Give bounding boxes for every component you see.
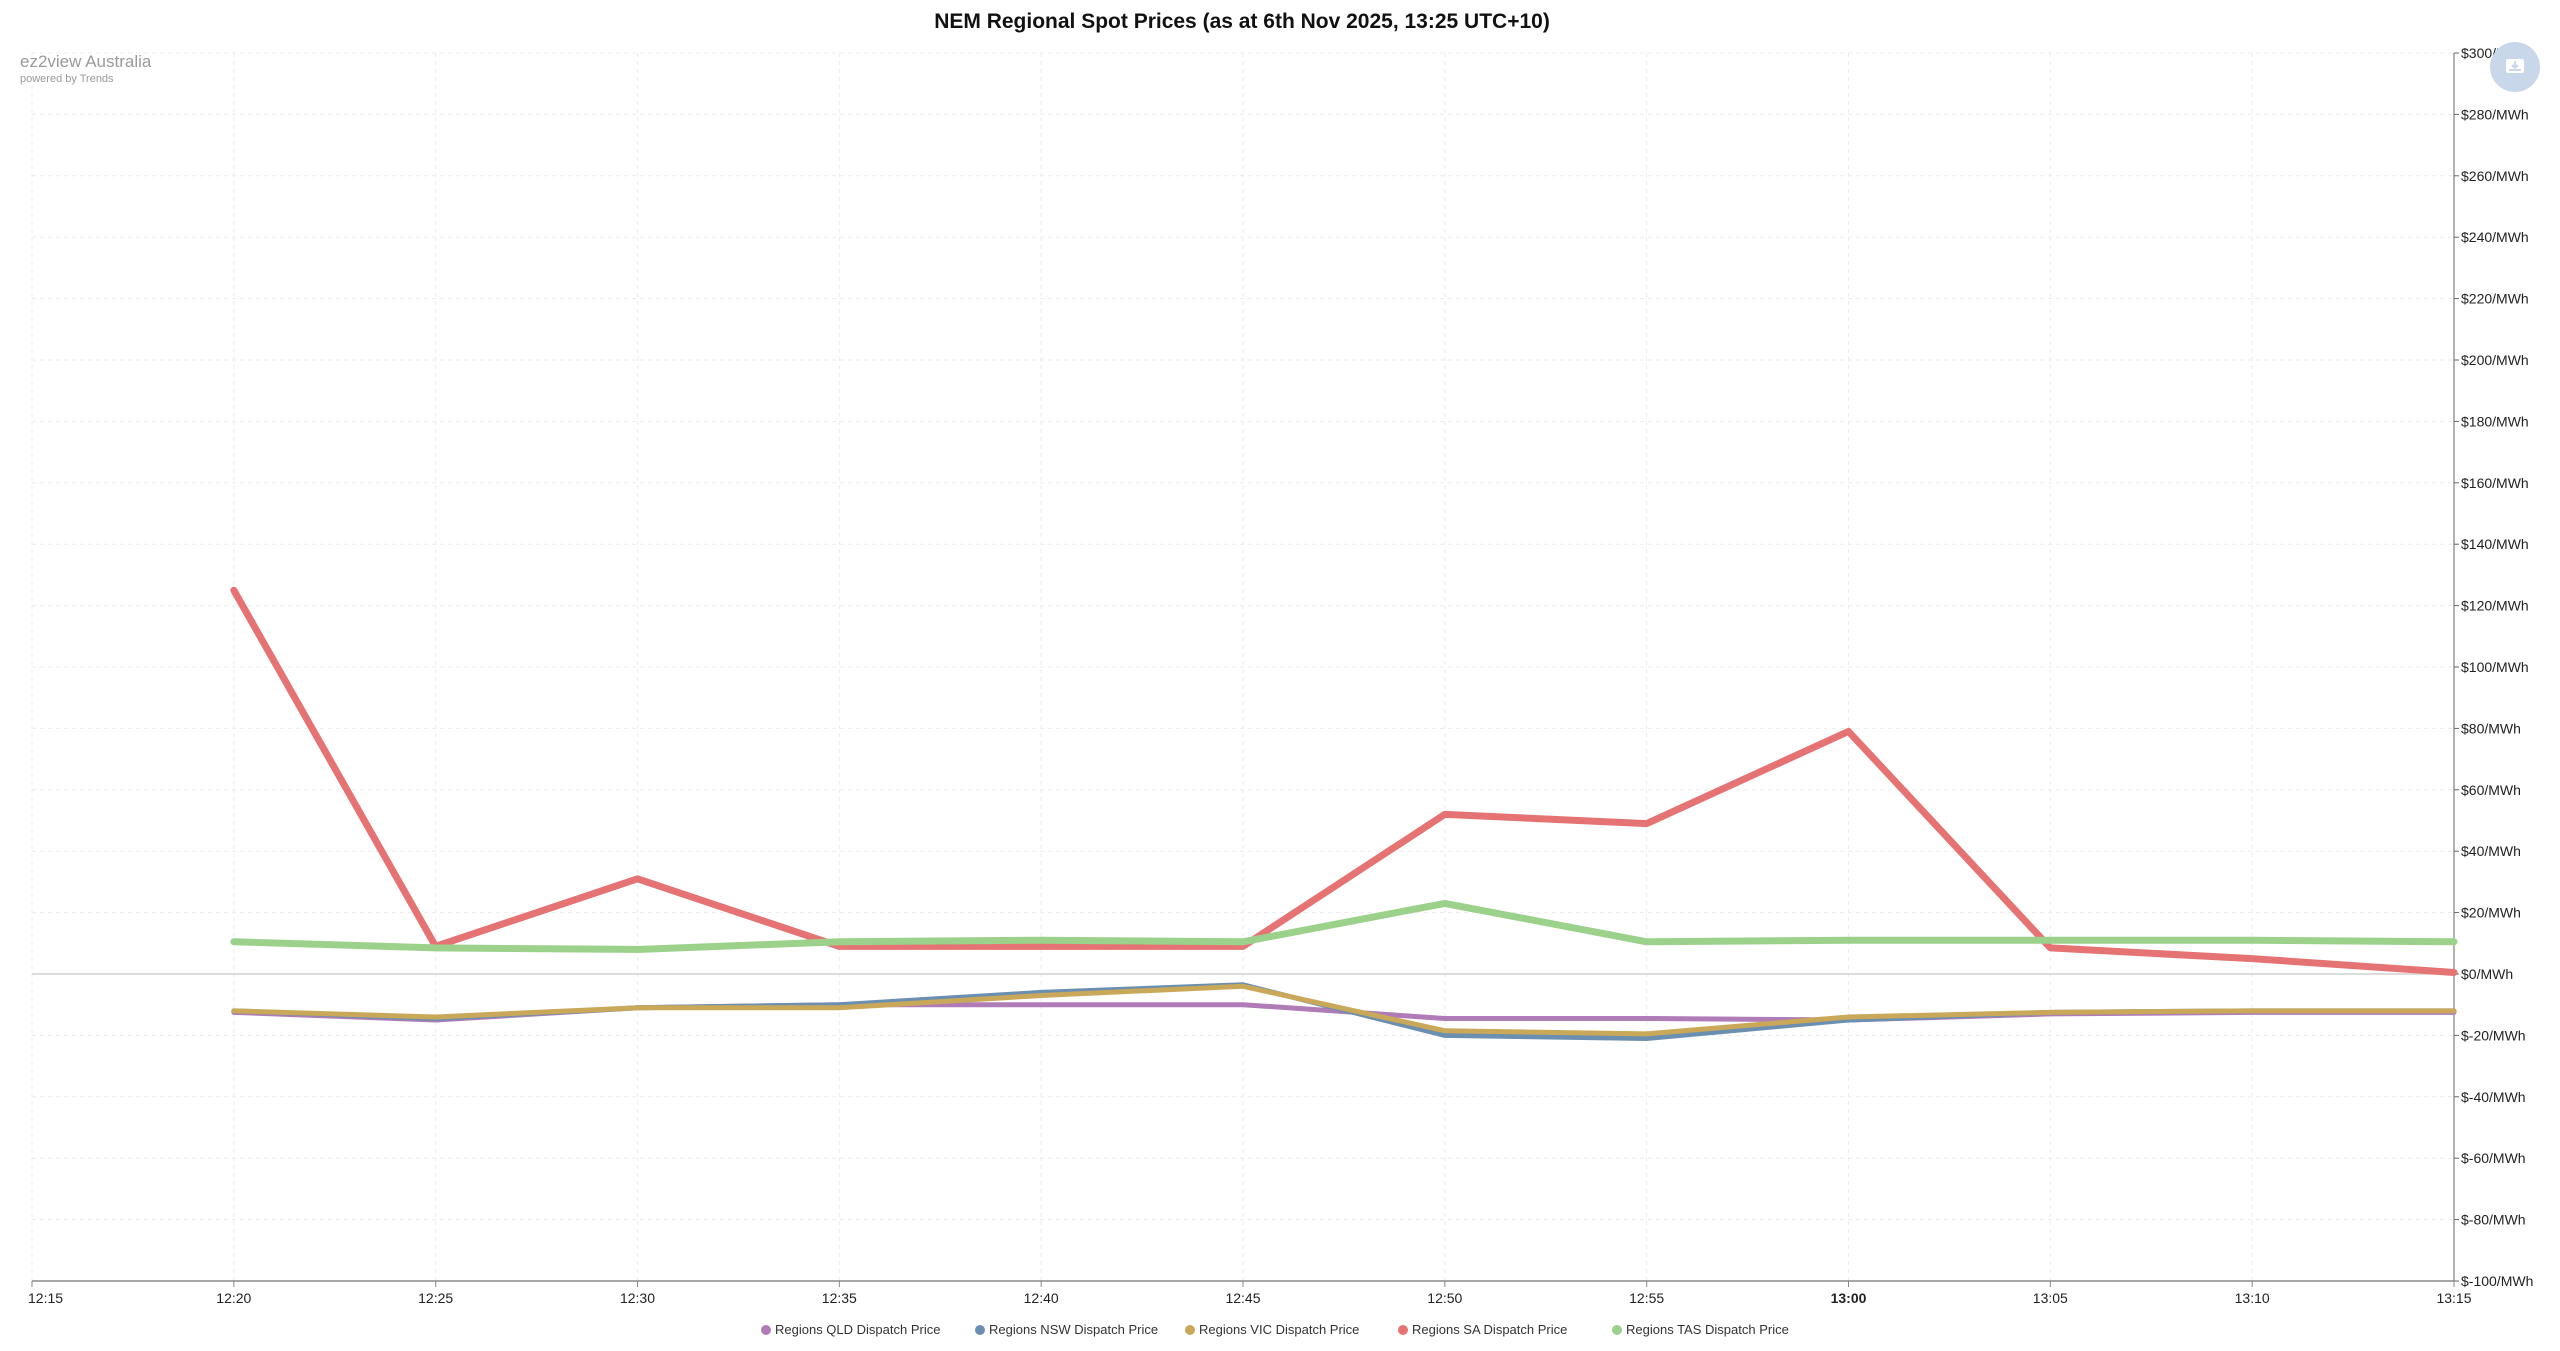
y-tick-label: $100/MWh <box>2461 659 2529 675</box>
y-tick-label: $20/MWh <box>2461 905 2521 921</box>
y-tick-label: $160/MWh <box>2461 475 2529 491</box>
legend-label: Regions NSW Dispatch Price <box>989 1322 1158 1337</box>
x-axis-ticks: 12:15 12:20 12:25 12:30 12:35 12:40 12:45 12:50… <box>28 1290 2472 1306</box>
y-tick-label: $220/MWh <box>2461 291 2529 307</box>
x-tick-label: 12:25 <box>418 1290 453 1306</box>
x-tick-label: 12:45 <box>1225 1290 1260 1306</box>
x-tick-label: 12:55 <box>1629 1290 1664 1306</box>
y-tick-label: $280/MWh <box>2461 106 2529 122</box>
x-tick-label: 12:50 <box>1427 1290 1462 1306</box>
y-tick-label: $-100/MWh <box>2461 1273 2533 1289</box>
y-tick-label: $0/MWh <box>2461 966 2513 982</box>
x-tick-label: 12:20 <box>216 1290 251 1306</box>
download-icon <box>2506 59 2524 73</box>
legend-label: Regions SA Dispatch Price <box>1412 1322 1567 1337</box>
x-tick-label: 12:35 <box>822 1290 857 1306</box>
export-button[interactable] <box>2490 42 2540 92</box>
axes <box>31 52 2459 1287</box>
legend: Regions QLD Dispatch Price Regions NSW Di… <box>761 1322 1789 1337</box>
legend-label: Regions VIC Dispatch Price <box>1199 1322 1359 1337</box>
y-tick-label: $260/MWh <box>2461 168 2529 184</box>
series-line-vic <box>231 983 2457 1037</box>
y-tick-label: $80/MWh <box>2461 720 2521 736</box>
y-tick-label: $60/MWh <box>2461 782 2521 798</box>
y-tick-label: $200/MWh <box>2461 352 2529 368</box>
x-tick-label: 13:00 <box>1831 1290 1867 1306</box>
series-line-tas <box>230 899 2458 953</box>
brand-subtitle: powered by Trends <box>20 73 114 85</box>
y-tick-label: $-20/MWh <box>2461 1027 2526 1043</box>
legend-item-tas[interactable]: Regions TAS Dispatch Price <box>1612 1322 1789 1337</box>
legend-item-nsw[interactable]: Regions NSW Dispatch Price <box>975 1322 1158 1337</box>
x-tick-label: 12:30 <box>620 1290 655 1306</box>
legend-item-vic[interactable]: Regions VIC Dispatch Price <box>1185 1322 1359 1337</box>
y-axis-ticks: $300/MWh$280/MWh$260/MWh$240/MWh$220/MWh… <box>2461 45 2533 1289</box>
x-tick-label: 12:15 <box>28 1290 63 1306</box>
chart-title: NEM Regional Spot Prices (as at 6th Nov … <box>934 10 1550 33</box>
brand-name: ez2view Australia <box>20 52 152 71</box>
legend-label: Regions TAS Dispatch Price <box>1626 1322 1789 1337</box>
y-tick-label: $120/MWh <box>2461 598 2529 614</box>
x-tick-label: 13:10 <box>2235 1290 2270 1306</box>
y-tick-label: $240/MWh <box>2461 229 2529 245</box>
legend-marker <box>1398 1325 1408 1335</box>
brand-watermark: ez2view Australia powered by Trends <box>20 52 151 86</box>
grid <box>31 52 2455 1282</box>
x-tick-label: 13:05 <box>2033 1290 2068 1306</box>
y-tick-label: $-60/MWh <box>2461 1150 2526 1166</box>
legend-marker <box>1185 1325 1195 1335</box>
legend-marker <box>1612 1325 1622 1335</box>
y-tick-label: $40/MWh <box>2461 843 2521 859</box>
legend-marker <box>761 1325 771 1335</box>
series-lines <box>230 586 2458 1041</box>
y-tick-label: $-40/MWh <box>2461 1089 2526 1105</box>
y-tick-label: $180/MWh <box>2461 413 2529 429</box>
x-tick-label: 12:40 <box>1024 1290 1059 1306</box>
legend-marker <box>975 1325 985 1335</box>
legend-item-sa[interactable]: Regions SA Dispatch Price <box>1398 1322 1567 1337</box>
y-tick-label: $140/MWh <box>2461 536 2529 552</box>
legend-label: Regions QLD Dispatch Price <box>775 1322 940 1337</box>
legend-item-qld[interactable]: Regions QLD Dispatch Price <box>761 1322 940 1337</box>
y-tick-label: $-80/MWh <box>2461 1212 2526 1228</box>
x-tick-label: 13:15 <box>2436 1290 2471 1306</box>
series-line-sa <box>230 586 2458 976</box>
